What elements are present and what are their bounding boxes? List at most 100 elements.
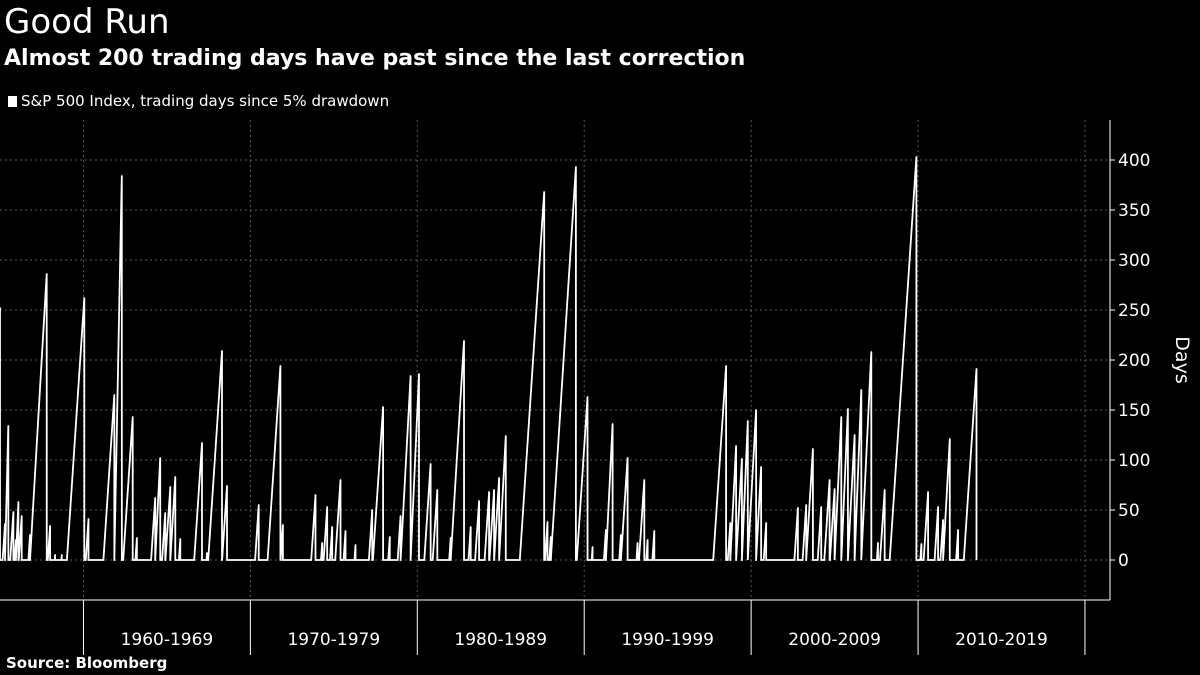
series-peak-point [418,373,420,375]
series-peak-point [591,546,594,548]
series-peak-point [948,438,951,440]
series-peak-point [154,497,157,499]
series-peak-point [957,529,960,531]
series-peak-point [339,479,342,481]
series-peak-point [883,489,886,491]
series-peak-point [54,554,56,556]
series-peak-point [436,489,439,491]
y-tick-label: 0 [1118,551,1129,571]
series-peak-point [4,523,6,525]
series-peak-point [942,519,944,521]
series-peak-point [746,420,749,422]
series-peak-point [546,521,549,523]
series-peak-point [45,273,48,275]
series-peak-point [135,537,138,539]
series-peak-point [169,486,172,488]
series-peak-point [840,416,843,418]
series-peak-point [860,389,863,391]
series-peak-point [331,526,334,528]
y-tick-label: 50 [1118,501,1140,521]
y-axis-label: Days [1171,336,1193,383]
series-peak-point [463,340,465,342]
axis-layer [0,120,1115,655]
series-peak-point [493,489,495,491]
series-peak-point [915,156,918,158]
series-peak-point [388,536,391,538]
series-peak-point [226,485,228,487]
series-peak-point [853,434,856,436]
series-line [0,156,978,561]
series-peak-point [83,297,86,299]
series-peak-point [605,529,607,531]
x-tick-label: 2010-2019 [955,630,1048,650]
series-peak-point [282,524,284,526]
series-peak-point [17,501,20,503]
series-peak-point [314,494,317,496]
series-peak-point [221,350,223,352]
series-peak-point [920,543,923,545]
legend-swatch [8,95,17,107]
y-tick-label: 350 [1118,201,1150,221]
series-peak-point [257,504,260,506]
y-tick-label: 300 [1118,251,1150,271]
series-peak-point [937,506,939,508]
series-peak-point [927,491,929,493]
series-peak-point [12,511,15,513]
series-peak-point [504,435,507,437]
series-peak-point [543,191,546,193]
series-peak-point [344,530,347,532]
series-peak-point [643,479,646,481]
series-peak-point [729,522,732,524]
series-peak-point [805,504,808,506]
series-peak-point [14,539,17,541]
series-peak-point [371,509,374,511]
x-tick-label: 1980-1989 [454,630,547,650]
series-peak-point [574,166,577,168]
series-peak-point [741,458,743,460]
series-peak-point [765,522,768,524]
y-tick-label: 150 [1118,401,1150,421]
series-peak-point [399,515,402,517]
x-tick-label: 1960-1969 [121,630,214,650]
series-peak-point [174,476,177,478]
series-peak-point [201,442,203,444]
chart-subtitle: Almost 200 trading days have past since … [4,46,746,71]
series-peak-point [326,506,329,508]
series-peak-point [279,365,282,367]
series-peak-point [179,538,182,540]
series-peak-point [760,466,763,468]
series-peak-point [382,406,384,408]
series-peak-point [498,477,500,479]
series-peak-point [321,542,324,544]
series-peak-point [120,175,123,177]
series-peak-point [49,525,51,527]
series-peak-point [131,416,134,418]
series-peak-point [653,530,656,532]
series-peak-point [60,554,63,556]
series-peak-point [725,365,727,367]
legend: S&P 500 Index, trading days since 5% dra… [8,92,389,110]
series-peak-point [646,539,649,541]
series-peak-point [828,479,831,481]
series-peak-point [159,457,162,459]
series-peak-point [478,500,480,502]
series-peak-point [636,542,639,544]
series-peak-point [877,542,879,544]
series-peak-point [820,506,823,508]
series-peak-point [488,491,490,493]
y-tick-label: 200 [1118,351,1150,371]
x-tick-label: 1990-1999 [621,630,714,650]
x-tick-label: 2000-2009 [788,630,881,650]
series-peak-point [164,512,167,514]
series-peak-point [611,423,614,425]
series-peak-point [586,396,589,398]
series-peak-point [796,507,799,509]
series-peak-point [409,375,412,377]
series-peak-point [354,544,357,546]
chart-title: Good Run [4,2,170,42]
series-peak-point [206,552,208,554]
series-peak-point [755,409,758,411]
series-peak-point [7,425,10,427]
series-peak-point [0,307,1,309]
series-peak-point [429,463,432,465]
